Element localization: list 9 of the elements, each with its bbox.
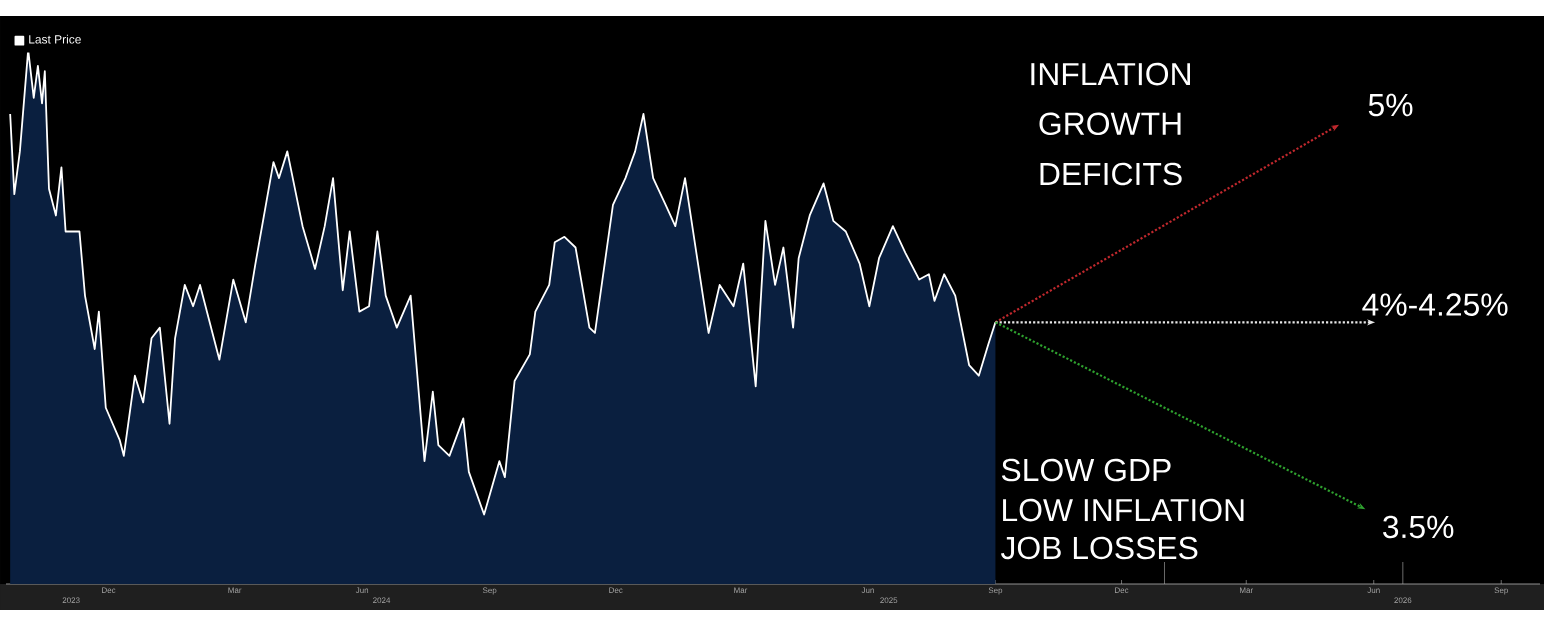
annotation: 5% bbox=[1368, 93, 1413, 117]
annotation: 4%-4.25% bbox=[1362, 293, 1508, 316]
annotation: 3.5% bbox=[1383, 515, 1454, 539]
annotation: JOB LOSSES bbox=[1000, 536, 1198, 560]
annotation: SLOW GDP bbox=[1001, 458, 1171, 482]
annotation: GROWTH bbox=[1039, 112, 1181, 136]
annotation: INFLATION bbox=[1031, 62, 1190, 86]
annotation: LOW INFLATION bbox=[1003, 498, 1244, 522]
annotation: DEFICITS bbox=[1040, 162, 1182, 186]
